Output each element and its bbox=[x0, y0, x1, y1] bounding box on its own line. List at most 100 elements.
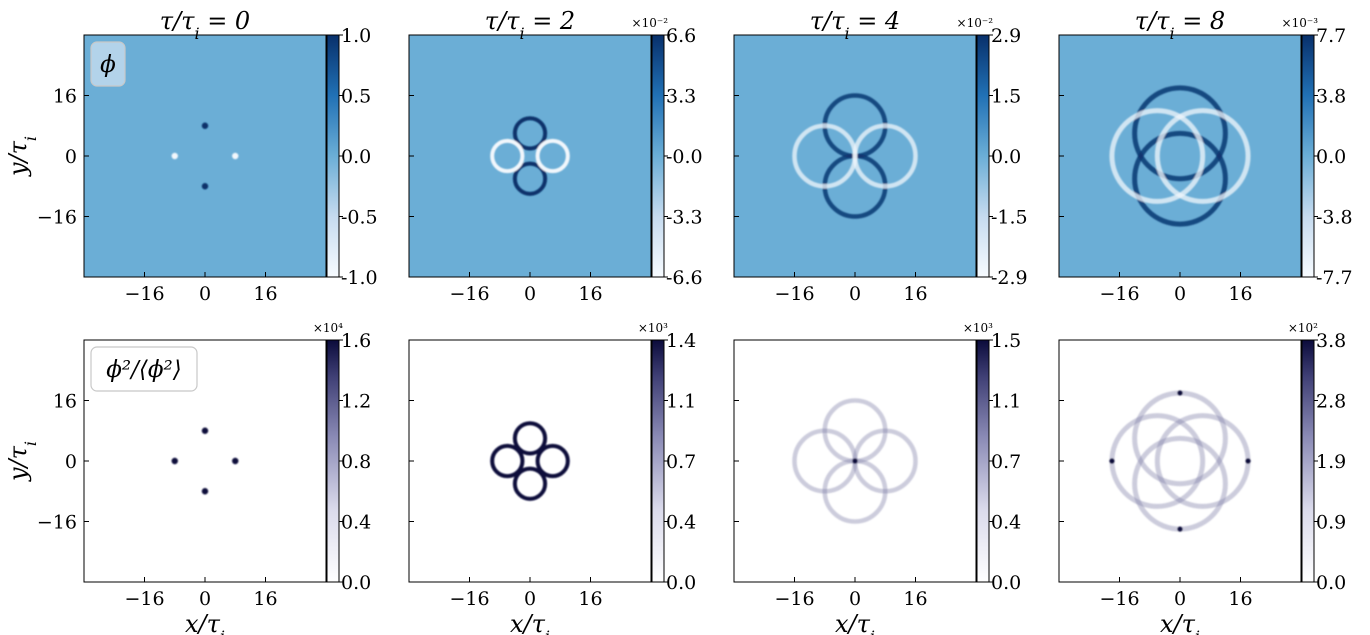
colorbar-tick-label: 0.4 bbox=[991, 512, 1021, 534]
title-rest: = 8 bbox=[1175, 7, 1226, 35]
subscript: i bbox=[21, 441, 40, 446]
colorbar-tick-label: 0.0 bbox=[341, 146, 371, 168]
subscript: i bbox=[870, 627, 875, 635]
heatmap-features bbox=[792, 398, 918, 524]
colorbar-tick-label: 0.9 bbox=[1316, 512, 1346, 534]
y-tick-label: −16 bbox=[37, 512, 77, 534]
label-text: ϕ²/⟨ϕ²⟩ bbox=[106, 357, 182, 383]
colorbar-tick-label: -3.8 bbox=[1316, 207, 1353, 229]
panel-1-3: −16 0 16 x/τi 3.8 2.8 1.9 0.9 0.0 ×10² bbox=[1058, 321, 1346, 635]
colorbar-tick-label: 0.0 bbox=[1316, 146, 1346, 168]
y-axis-label: y/τi bbox=[4, 441, 40, 482]
colorbar-multiplier: ×10⁴ bbox=[313, 321, 343, 335]
y-tick-label: 0 bbox=[65, 451, 77, 473]
field-blob bbox=[201, 183, 209, 190]
x-tick-label: −16 bbox=[774, 283, 814, 305]
colorbar-tick-label: 0.0 bbox=[991, 146, 1021, 168]
x-tick-label: 16 bbox=[253, 588, 277, 610]
heatmap-features bbox=[1109, 85, 1251, 227]
heatmap-features bbox=[792, 93, 918, 219]
colorbar bbox=[976, 339, 990, 583]
field-ring bbox=[535, 138, 570, 174]
colorbar-tick-label: 0.0 bbox=[666, 572, 696, 594]
colorbar-tick-label: -1.5 bbox=[991, 207, 1028, 229]
label-box bbox=[90, 346, 198, 392]
colorbar-multiplier: ×10⁻² bbox=[632, 16, 669, 30]
colorbar-multiplier: ×10² bbox=[1288, 321, 1318, 335]
density-peak bbox=[1177, 390, 1183, 396]
x-tick-label: 0 bbox=[199, 283, 211, 305]
panel-0-2: −16 0 16τ/τi = 42.91.50.0-1.5-2.9×10⁻² bbox=[733, 7, 1028, 305]
y-axis-label: y/τi bbox=[4, 136, 40, 177]
density-peak bbox=[232, 457, 239, 465]
field-ring bbox=[852, 123, 918, 189]
density-ring bbox=[535, 443, 570, 479]
x-tick-label: −16 bbox=[449, 588, 489, 610]
colorbar-tick-label: 2.8 bbox=[1316, 391, 1346, 413]
colorbar-tick-label: 0.7 bbox=[666, 451, 696, 473]
x-tick-label: 0 bbox=[1174, 283, 1186, 305]
y-tick-label: 0 bbox=[65, 146, 77, 168]
x-tick-label: −16 bbox=[124, 588, 164, 610]
x-axis-label: x/τi bbox=[835, 610, 875, 635]
field-ring bbox=[1154, 108, 1251, 204]
density-ring bbox=[512, 466, 548, 501]
heatmap-background bbox=[409, 35, 651, 277]
colorbar bbox=[651, 34, 665, 278]
y-tick-label: 16 bbox=[53, 391, 77, 413]
density-peak bbox=[171, 457, 178, 465]
x-tick-label: 0 bbox=[524, 283, 536, 305]
title-rest: = 4 bbox=[850, 7, 901, 35]
x-tick-label: 16 bbox=[578, 588, 602, 610]
colorbar-tick-label: 1.9 bbox=[1316, 451, 1346, 473]
density-peak bbox=[1109, 458, 1115, 464]
x-tick-label: 0 bbox=[199, 588, 211, 610]
density-ring bbox=[512, 421, 548, 456]
x-tick-label: 0 bbox=[1174, 588, 1186, 610]
subscript: i bbox=[21, 136, 40, 141]
subscript: i bbox=[1195, 627, 1200, 635]
colorbar-tick-label: 1.5 bbox=[991, 86, 1021, 108]
x-tick-label: −16 bbox=[1099, 283, 1139, 305]
title-rest: = 0 bbox=[200, 7, 251, 35]
colorbar bbox=[1301, 34, 1315, 278]
subscript: i bbox=[194, 24, 199, 43]
colorbar-tick-label: 0.4 bbox=[341, 512, 371, 534]
colorbar bbox=[976, 34, 990, 278]
field-ring bbox=[512, 116, 548, 151]
colorbar-tick-label: 0.7 bbox=[991, 451, 1021, 473]
density-peak bbox=[201, 427, 209, 434]
colorbar-tick-label: 1.6 bbox=[341, 330, 371, 352]
colorbar-tick-label: -1.0 bbox=[341, 267, 378, 289]
colorbar-tick-label: 0.0 bbox=[991, 572, 1021, 594]
subscript: i bbox=[844, 24, 849, 43]
subscript: i bbox=[220, 627, 225, 635]
colorbar-tick-label: -0.0 bbox=[666, 146, 703, 168]
title-rest: = 2 bbox=[525, 7, 576, 35]
density-ring bbox=[490, 443, 525, 479]
colorbar-tick-label: -3.3 bbox=[666, 207, 703, 229]
heatmap-background bbox=[1059, 35, 1301, 277]
field-ring bbox=[490, 138, 525, 174]
heatmap-features bbox=[171, 427, 239, 495]
density-peak bbox=[1177, 526, 1183, 532]
colorbar bbox=[326, 34, 340, 278]
panel-1-0: −16 0 16 16 0 −16 y/τi x/τi ϕ²/⟨ϕ²⟩ 1.6 1.2 0.8 0.4 0… bbox=[4, 321, 371, 635]
x-tick-label: 0 bbox=[849, 588, 861, 610]
x-tick-label: 16 bbox=[253, 283, 277, 305]
heatmap-background bbox=[409, 340, 651, 582]
x-tick-label: 0 bbox=[524, 588, 536, 610]
colorbar-tick-label: 6.6 bbox=[666, 25, 696, 47]
label-box bbox=[90, 41, 126, 87]
colorbar-multiplier: ×10⁻² bbox=[957, 16, 994, 30]
colorbar bbox=[326, 339, 340, 583]
colorbar-tick-label: 1.4 bbox=[666, 330, 696, 352]
field-ring bbox=[1132, 130, 1228, 227]
x-tick-label: 16 bbox=[903, 588, 927, 610]
x-axis-label: x/τi bbox=[185, 610, 225, 635]
heatmap-background bbox=[1059, 340, 1301, 582]
x-axis-label: x/τi bbox=[1160, 610, 1200, 635]
colorbar-tick-label: 0.8 bbox=[341, 451, 371, 473]
colorbar-multiplier: ×10³ bbox=[963, 321, 993, 335]
